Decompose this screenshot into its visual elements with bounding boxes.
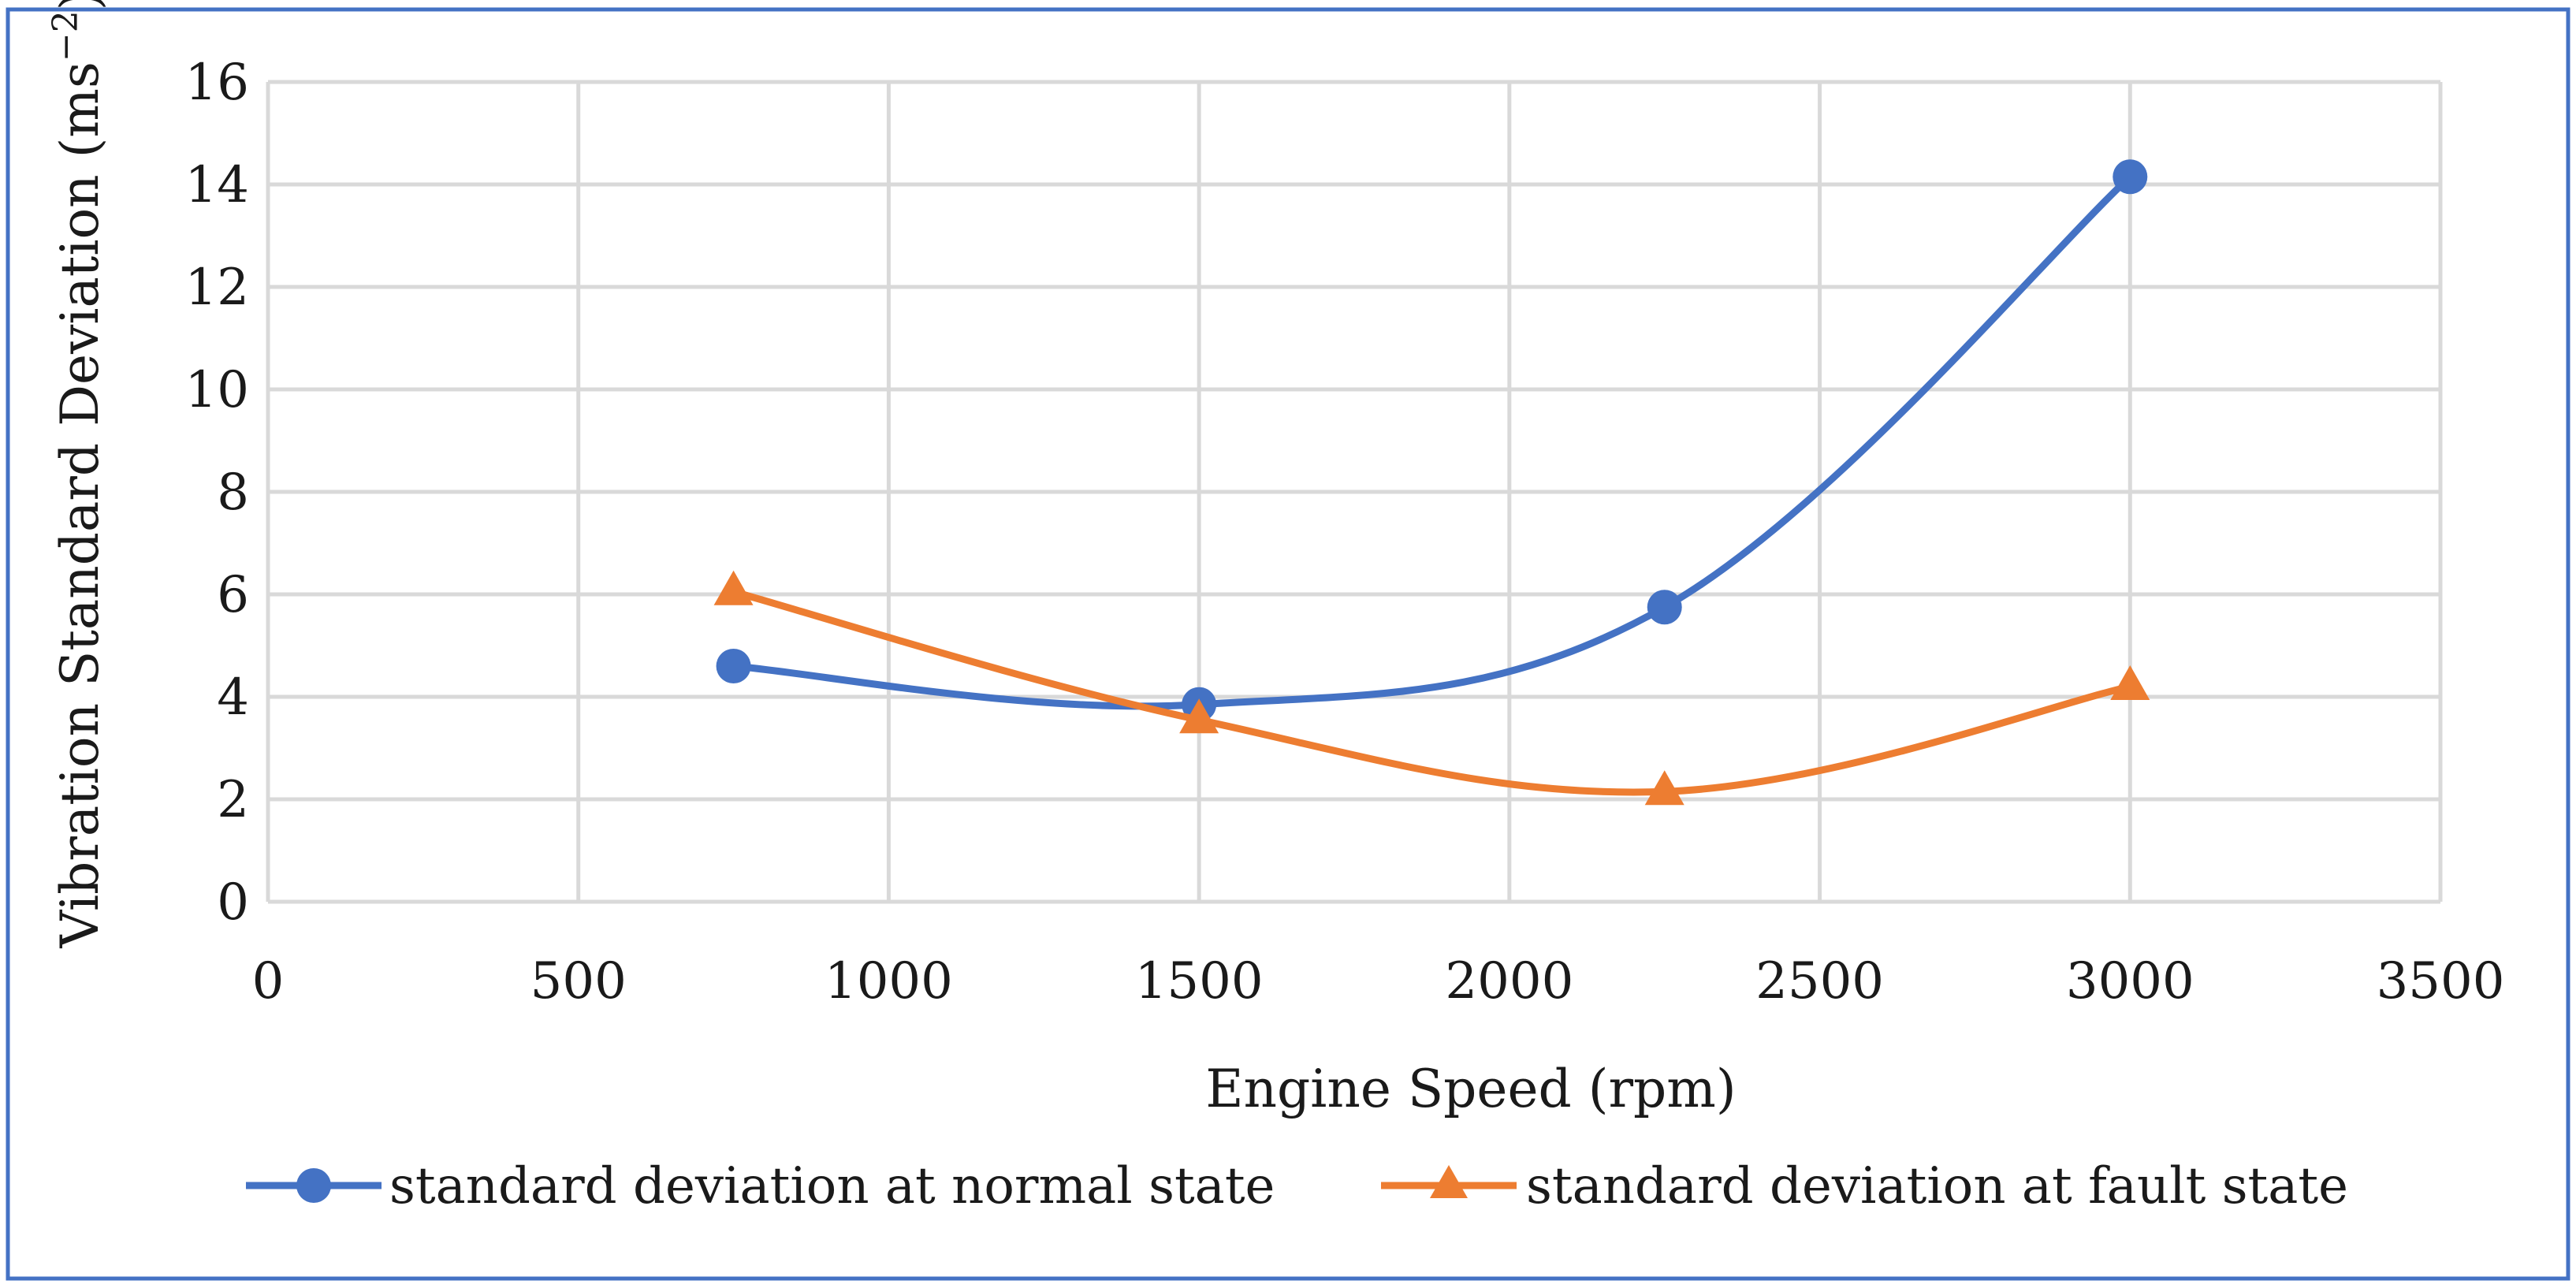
grid xyxy=(266,80,2443,904)
x-tick-label: 2000 xyxy=(1445,952,1573,1011)
legend-item-fault: standard deviation at fault state xyxy=(1381,1157,2348,1215)
y-tick-label: 0 xyxy=(217,873,249,932)
y-tick-label: 14 xyxy=(185,156,249,214)
y-tick-label: 2 xyxy=(217,771,249,829)
y-tick-label: 8 xyxy=(217,463,249,522)
x-tick-label: 3000 xyxy=(2066,952,2194,1011)
legend-label-normal: standard deviation at normal state xyxy=(389,1157,1275,1215)
y-axis-title: Vibration Standard Deviation (ms−2) xyxy=(46,0,110,948)
series-line-fault xyxy=(730,588,2134,796)
series-line-normal xyxy=(730,173,2134,710)
x-tick-label: 2500 xyxy=(1755,952,1884,1011)
tick-labels: 0 2 4 6 8 10 12 14 16 0 500 1000 1500 2000 2500 3000 350… xyxy=(185,54,2505,1011)
legend-marker-fault xyxy=(1430,1165,1468,1198)
data-point-fault xyxy=(1644,770,1684,806)
y-axis-title-suffix: ) xyxy=(50,0,110,10)
legend-marker-normal xyxy=(296,1168,331,1203)
y-axis-title-superscript: −2 xyxy=(46,10,86,61)
y-tick-label: 16 xyxy=(185,54,249,112)
y-tick-label: 6 xyxy=(217,566,249,624)
data-point-normal xyxy=(1647,590,1682,625)
legend-label-fault: standard deviation at fault state xyxy=(1526,1157,2348,1215)
y-tick-label: 12 xyxy=(185,259,249,317)
x-tick-label: 3500 xyxy=(2377,952,2505,1011)
data-point-fault xyxy=(713,570,754,605)
data-point-fault xyxy=(1179,698,1219,734)
y-tick-label: 4 xyxy=(217,668,249,727)
y-tick-label: 10 xyxy=(185,361,249,419)
x-axis-title: Engine Speed (rpm) xyxy=(1205,1059,1736,1119)
legend-item-normal: standard deviation at normal state xyxy=(246,1157,1275,1215)
data-point-normal xyxy=(716,649,751,683)
x-tick-label: 0 xyxy=(252,952,285,1011)
x-tick-label: 500 xyxy=(530,952,627,1011)
x-tick-label: 1500 xyxy=(1135,952,1264,1011)
legend: standard deviation at normal state stand… xyxy=(246,1157,2348,1215)
data-point-normal xyxy=(2113,159,2148,195)
y-axis-title-main: Vibration Standard Deviation (ms xyxy=(50,61,110,948)
data-point-fault xyxy=(2110,665,2150,700)
chart-border xyxy=(6,7,2570,1281)
x-tick-label: 1000 xyxy=(825,952,953,1011)
series-layer xyxy=(713,159,2150,806)
